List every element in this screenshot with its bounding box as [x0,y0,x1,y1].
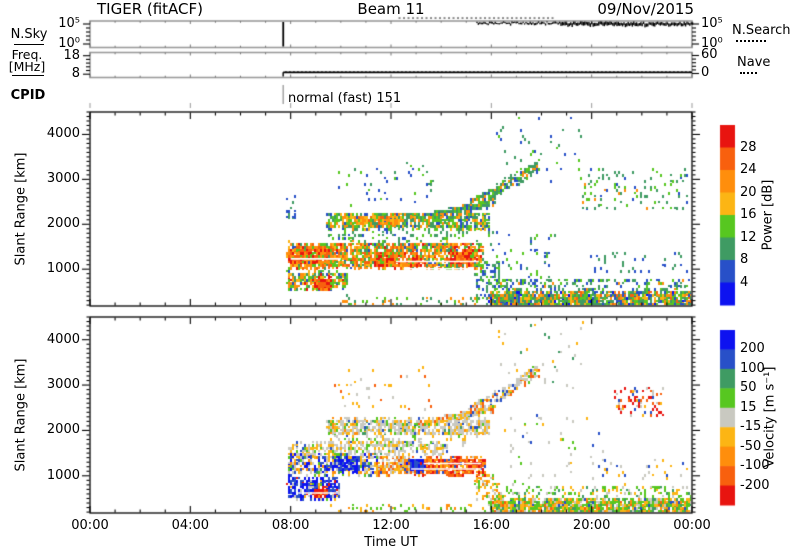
power-colorbar-tick-label: 8 [740,252,749,267]
yaxis-tick-label: 1000 [46,467,80,483]
power-colorbar-tick-label: 16 [740,207,757,222]
velocity-yaxis-title: Slant Range [km] [13,358,29,472]
power-colorbar-tick-label: 28 [740,139,757,155]
nsky-tick-bottom: 10⁰ [58,36,80,51]
yaxis-tick-label: 4000 [46,126,80,142]
nsky-tick-top: 10⁵ [58,16,80,31]
freq-label-line2: [MHz] [8,59,46,74]
freq-label-line1: Freq. [11,47,43,62]
nave-tick-bottom: 0 [701,65,710,80]
velocity-colorbar-tick-label: -100 [740,458,770,474]
xaxis-tick-label: 00:00 [71,518,109,533]
freq-solid-line-icon [12,75,44,76]
nave-legend-label: Nave [737,55,771,70]
yaxis-tick-label: 3000 [46,377,80,393]
nsearch-dotted-line-icon [736,40,766,42]
nsky-right-tick-bottom: 10⁰ [701,36,723,51]
yaxis-tick-label: 2000 [46,216,80,232]
freq-tick-bottom: 8 [71,66,80,81]
velocity-colorbar-tick-label: 100 [740,360,765,376]
nsky-solid-line-icon [14,44,44,45]
power-yaxis-title: Slant Range [km] [13,152,29,266]
power-colorbar-tick-label: 24 [740,162,757,177]
velocity-colorbar-title: Velocity [m s⁻¹] [762,366,778,468]
beam-label: Beam 11 [357,0,425,18]
nsky-label: N.Sky [10,27,48,42]
velocity-colorbar-tick-label: 200 [740,341,765,357]
xaxis-tick-label: 08:00 [271,518,310,533]
xaxis-tick-label: 12:00 [372,518,410,533]
power-colorbar-tick-label: 4 [740,274,749,290]
xaxis-tick-label: 00:00 [673,518,711,533]
velocity-colorbar-tick-label: 50 [740,380,757,396]
yaxis-tick-label: 2000 [46,422,80,438]
yaxis-tick-label: 4000 [46,331,80,347]
nave-tick-top: 60 [701,47,718,62]
yaxis-tick-label: 1000 [46,261,80,277]
freq-tick-top: 18 [63,48,80,63]
velocity-colorbar-tick-label: -15 [740,419,762,435]
power-colorbar-tick-label: 20 [740,184,757,200]
velocity-colorbar-tick-label: -50 [740,438,762,454]
xaxis-tick-label: 20:00 [572,518,611,533]
xaxis-tick-label: 04:00 [171,518,210,533]
yaxis-tick-label: 3000 [46,171,80,187]
nave-dotted-line-icon [740,72,757,74]
nsearch-legend-label: N.Search [732,23,791,38]
velocity-colorbar-tick-label: 15 [740,399,757,415]
xaxis-title: Time UT [364,535,418,550]
power-colorbar-title: Power [dB] [760,179,776,251]
plot-title: TIGER (fitACF) [97,0,204,18]
cpid-value: normal (fast) 151 [288,91,402,106]
cpid-label: CPID [10,88,46,103]
power-colorbar-tick-label: 12 [740,229,757,245]
date-label: 09/Nov/2015 [597,0,694,18]
xaxis-tick-label: 16:00 [472,518,511,533]
nsky-right-tick-top: 10⁵ [701,16,723,31]
velocity-colorbar-tick-label: -200 [740,477,770,493]
